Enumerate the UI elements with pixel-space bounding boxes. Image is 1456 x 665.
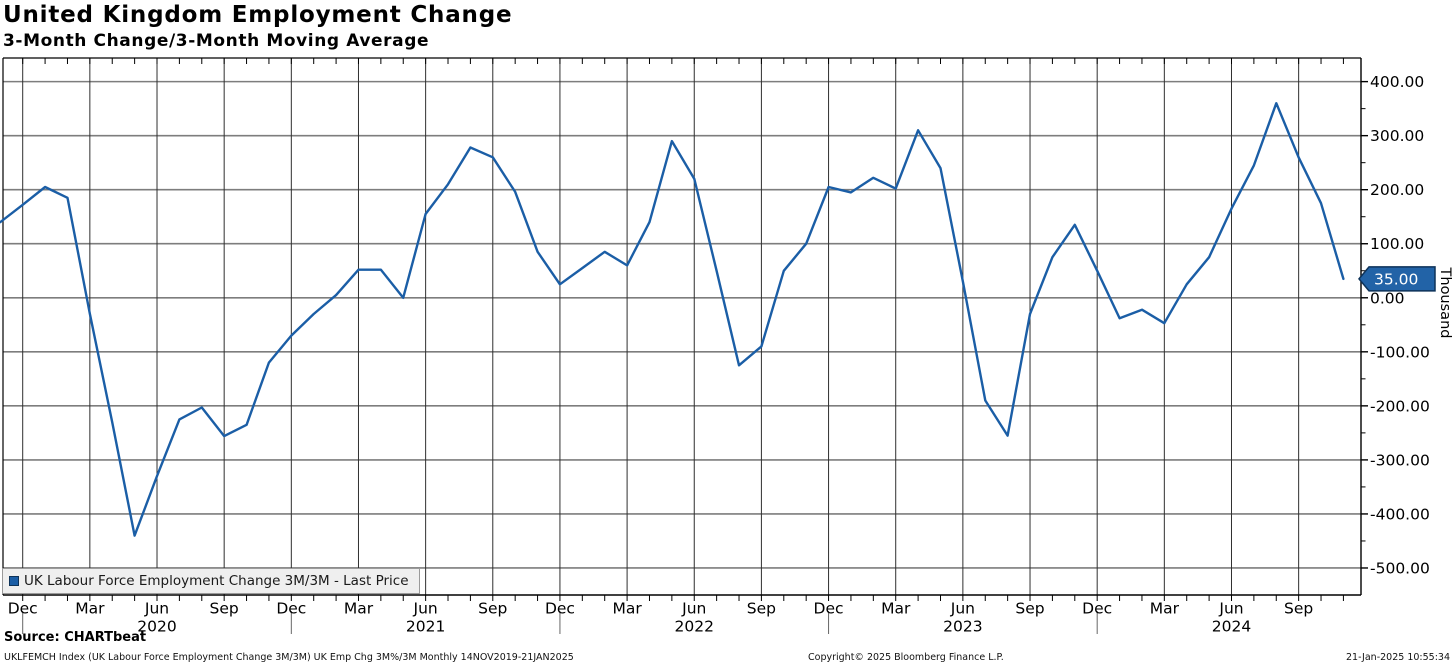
- copyright-note: Copyright© 2025 Bloomberg Finance L.P.: [808, 652, 1004, 663]
- page-subtitle: 3-Month Change/3-Month Moving Average: [3, 31, 430, 51]
- last-price-label: 35.00: [1374, 270, 1418, 288]
- employment-series-line: [0, 101, 1345, 537]
- legend: UK Labour Force Employment Change 3M/3M …: [2, 568, 420, 594]
- y-tick-label: -200.00: [1370, 397, 1430, 415]
- y-axis-unit-label: Thousand: [1437, 267, 1453, 339]
- x-tick-label: Sep: [1284, 600, 1313, 618]
- x-tick-label: Mar: [75, 600, 105, 618]
- x-year-label: 2020: [137, 618, 176, 636]
- x-tick-label: Sep: [747, 600, 776, 618]
- y-tick-label: 300.00: [1370, 127, 1424, 145]
- x-tick-label: Mar: [1150, 600, 1180, 618]
- ticker-description: UKLFEMCH Index (UK Labour Force Employme…: [4, 652, 574, 663]
- page-title: United Kingdom Employment Change: [3, 2, 513, 28]
- source-note: Source: CHARTbeat: [4, 630, 147, 645]
- x-tick-label: Dec: [545, 600, 575, 618]
- x-tick-label: Mar: [612, 600, 642, 618]
- y-tick-label: 100.00: [1370, 235, 1424, 253]
- x-tick-label: Dec: [1082, 600, 1112, 618]
- x-tick-label: Dec: [276, 600, 306, 618]
- x-tick-label: Mar: [344, 600, 374, 618]
- legend-label: UK Labour Force Employment Change 3M/3M …: [24, 573, 409, 589]
- x-tick-label: Jun: [1218, 600, 1243, 618]
- x-tick-label: Sep: [478, 600, 507, 618]
- last-price-badge: [1358, 266, 1436, 292]
- x-tick-label: Sep: [1015, 600, 1044, 618]
- x-tick-label: Mar: [881, 600, 911, 618]
- x-tick-label: Jun: [950, 600, 975, 618]
- y-tick-label: -400.00: [1370, 505, 1430, 523]
- y-tick-label: -500.00: [1370, 559, 1430, 577]
- x-tick-label: Sep: [210, 600, 239, 618]
- y-tick-label: 400.00: [1370, 73, 1424, 91]
- x-tick-label: Dec: [814, 600, 844, 618]
- legend-series-swatch-icon: [9, 576, 19, 586]
- y-tick-label: 0.00: [1370, 289, 1405, 307]
- x-year-label: 2021: [406, 618, 445, 636]
- x-year-label: 2024: [1212, 618, 1251, 636]
- x-tick-label: Dec: [8, 600, 38, 618]
- x-year-label: 2022: [675, 618, 714, 636]
- x-tick-label: Jun: [413, 600, 438, 618]
- y-tick-label: 200.00: [1370, 181, 1424, 199]
- y-tick-label: -300.00: [1370, 451, 1430, 469]
- x-tick-label: Jun: [681, 600, 706, 618]
- y-tick-label: -100.00: [1370, 343, 1430, 361]
- x-year-label: 2023: [943, 618, 982, 636]
- x-tick-label: Jun: [144, 600, 169, 618]
- timestamp: 21-Jan-2025 10:55:34: [1346, 652, 1450, 663]
